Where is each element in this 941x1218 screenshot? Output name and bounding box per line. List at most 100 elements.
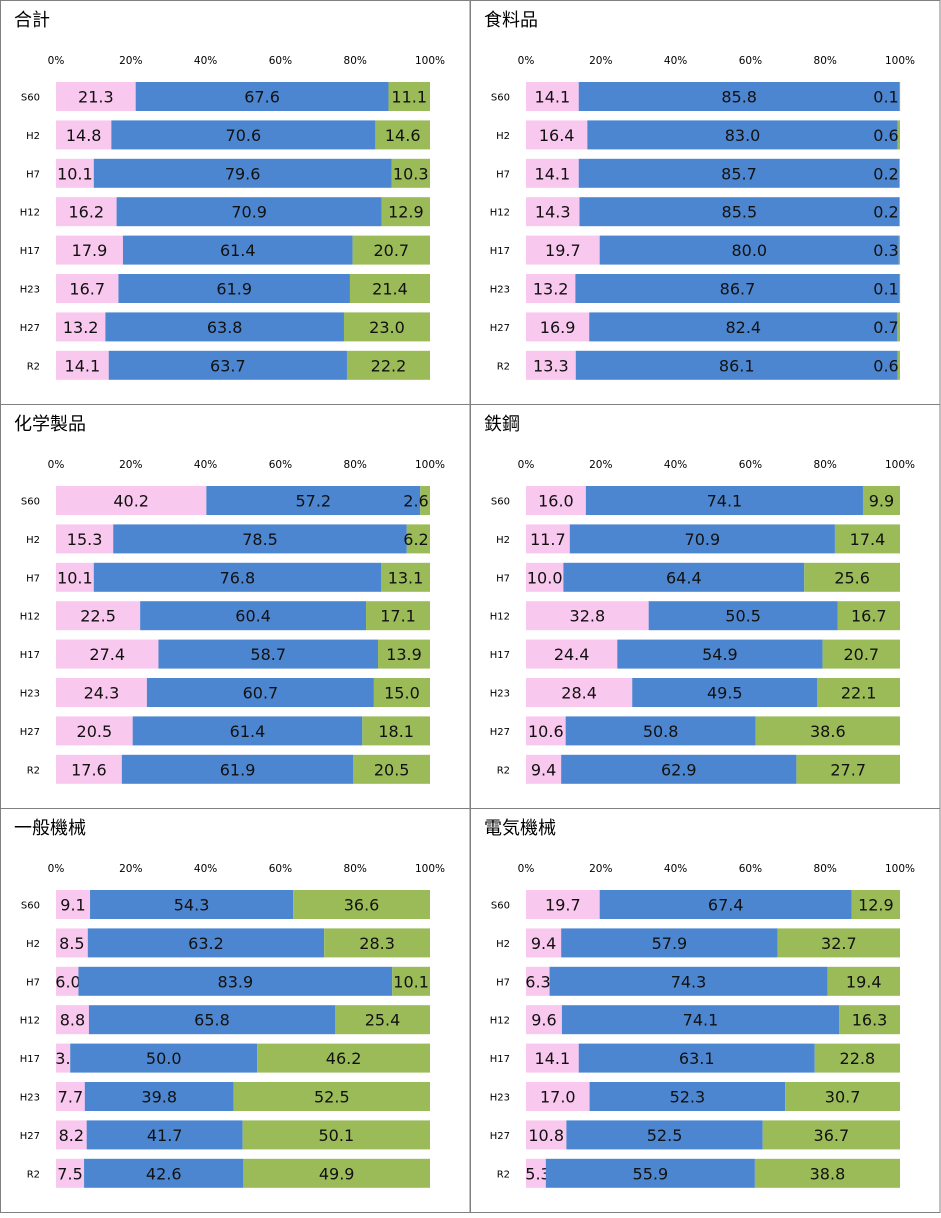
bar-segment-blue bbox=[93, 158, 392, 188]
category-label: H27 bbox=[20, 727, 40, 738]
bar-segment-pink bbox=[56, 82, 136, 111]
x-tick-label: 20% bbox=[589, 55, 612, 67]
bar-segment-blue bbox=[116, 197, 382, 227]
category-label: H7 bbox=[496, 169, 510, 180]
data-label: 9.4 bbox=[531, 760, 556, 779]
data-label: 17.9 bbox=[72, 241, 108, 260]
category-label: H2 bbox=[496, 131, 510, 142]
bar-segment-pink bbox=[526, 274, 576, 303]
data-label: 67.6 bbox=[244, 88, 280, 107]
chart-panel-3: 化学製品 0% 20% 40% 60% 80% 100% S60 40.2 57.2 2.6 H2 15… bbox=[0, 404, 471, 809]
data-label: 10.0 bbox=[527, 568, 563, 587]
x-tick-label: 80% bbox=[814, 55, 837, 67]
data-label: 0.2 bbox=[873, 203, 898, 222]
data-label: 63.8 bbox=[207, 318, 243, 337]
data-label: 10.1 bbox=[393, 972, 429, 991]
category-label: S60 bbox=[491, 901, 510, 912]
category-label: R2 bbox=[497, 361, 510, 372]
bar-segment-blue bbox=[589, 1082, 786, 1111]
data-label: 50.0 bbox=[146, 1049, 182, 1068]
data-label: 30.7 bbox=[825, 1088, 861, 1107]
category-label: R2 bbox=[27, 765, 40, 776]
data-label: 16.7 bbox=[851, 607, 887, 626]
category-label: H17 bbox=[490, 650, 510, 661]
category-label: H27 bbox=[490, 727, 510, 738]
category-label: H2 bbox=[26, 939, 40, 950]
bar-segment-blue bbox=[599, 890, 852, 919]
bar-segment-green bbox=[353, 754, 430, 784]
bar-segment-pink bbox=[526, 678, 633, 707]
bar-segment-green bbox=[899, 197, 900, 227]
bar-segment-green bbox=[862, 486, 900, 515]
data-label: 14.6 bbox=[385, 126, 421, 145]
category-label: H23 bbox=[490, 1093, 510, 1104]
bar-segment-pink bbox=[56, 1158, 85, 1188]
data-label: 14.1 bbox=[535, 1049, 571, 1068]
category-label: S60 bbox=[491, 497, 510, 508]
bar-segment-blue bbox=[617, 639, 823, 669]
category-label: S60 bbox=[491, 93, 510, 104]
data-label: 21.3 bbox=[78, 88, 114, 107]
bar-segment-green bbox=[897, 312, 900, 342]
chart-title: 鉄鋼 bbox=[484, 414, 520, 435]
category-label: H27 bbox=[490, 323, 510, 334]
data-label: 49.9 bbox=[319, 1164, 355, 1183]
bar-segment-green bbox=[796, 754, 900, 784]
data-label: 2.6 bbox=[403, 492, 428, 511]
data-label: 11.7 bbox=[530, 530, 566, 549]
category-label: S60 bbox=[21, 901, 40, 912]
category-label: R2 bbox=[497, 1169, 510, 1180]
data-label: 24.4 bbox=[554, 645, 590, 664]
bar-segment-pink bbox=[526, 235, 600, 265]
data-label: 14.3 bbox=[535, 203, 571, 222]
data-label: 38.6 bbox=[810, 722, 846, 741]
x-tick-label: 20% bbox=[119, 55, 142, 67]
bar-segment-green bbox=[375, 120, 430, 150]
data-label: 82.4 bbox=[725, 318, 761, 337]
bar-segment-green bbox=[817, 678, 900, 707]
data-label: 85.8 bbox=[721, 88, 757, 107]
category-label: H7 bbox=[26, 573, 40, 584]
data-label: 70.9 bbox=[685, 530, 721, 549]
bar-segment-pink bbox=[526, 1120, 567, 1150]
bar-segment-green bbox=[349, 274, 430, 303]
bar-segment-green bbox=[406, 524, 430, 554]
bar-segment-blue bbox=[87, 928, 325, 958]
data-label: 14.1 bbox=[535, 164, 571, 183]
chart-panel-1: 合計 0% 20% 40% 60% 80% 100% S60 21.3 67.6 11.1 H2 14.… bbox=[0, 0, 471, 405]
bar-segment-blue bbox=[132, 716, 363, 746]
data-label: 16.0 bbox=[538, 492, 574, 511]
chart-title: 化学製品 bbox=[14, 414, 86, 435]
bar-segment-green bbox=[898, 235, 900, 265]
category-label: R2 bbox=[497, 765, 510, 776]
bar-segment-blue bbox=[121, 754, 354, 784]
bar-segment-green bbox=[777, 928, 900, 958]
data-label: 9.1 bbox=[60, 896, 85, 915]
bar-segment-pink bbox=[56, 601, 141, 631]
category-label: H23 bbox=[490, 285, 510, 296]
bar-segment-blue bbox=[105, 312, 344, 342]
x-tick-label: 60% bbox=[269, 863, 292, 875]
data-label: 9.6 bbox=[531, 1011, 556, 1030]
bar-segment-pink bbox=[526, 350, 576, 380]
data-label: 0.3 bbox=[873, 241, 898, 260]
bar-segment-pink bbox=[56, 486, 207, 515]
data-label: 60.7 bbox=[243, 684, 279, 703]
x-tick-label: 100% bbox=[885, 55, 915, 67]
bar-segment-blue bbox=[599, 235, 899, 265]
bar-segment-pink bbox=[56, 562, 94, 592]
x-tick-label: 40% bbox=[194, 55, 217, 67]
data-label: 60.4 bbox=[235, 607, 271, 626]
category-label: S60 bbox=[21, 497, 40, 508]
data-label: 70.9 bbox=[231, 203, 267, 222]
bar-segment-pink bbox=[526, 1082, 590, 1111]
category-label: H23 bbox=[20, 689, 40, 700]
bar-segment-green bbox=[755, 716, 900, 746]
x-tick-label: 80% bbox=[344, 863, 367, 875]
bar-segment-blue bbox=[587, 120, 898, 150]
bar-segment-green bbox=[420, 486, 430, 515]
x-tick-label: 20% bbox=[589, 863, 612, 875]
x-tick-label: 60% bbox=[739, 459, 762, 471]
data-label: 19.7 bbox=[545, 241, 581, 260]
